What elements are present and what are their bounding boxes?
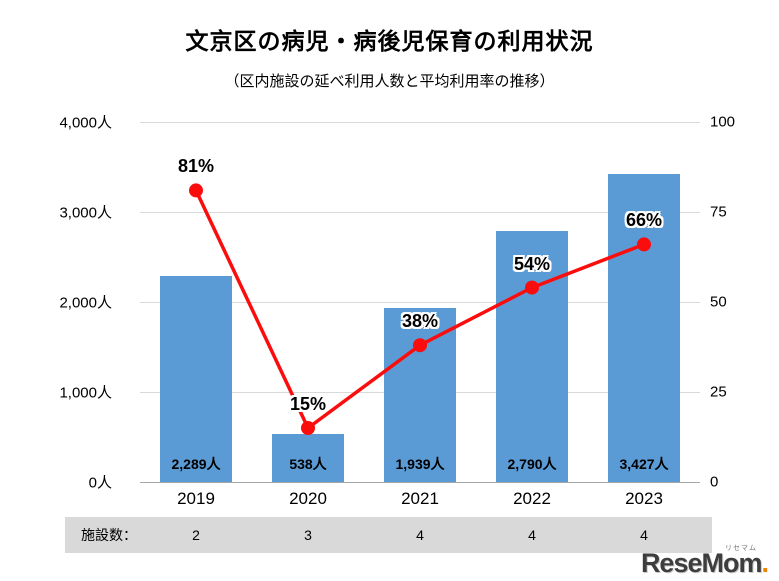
right-axis: 100 75 50 25 0 bbox=[710, 114, 770, 491]
facility-count: 4 bbox=[528, 527, 536, 543]
bar bbox=[496, 230, 568, 482]
left-axis-tick: 3,000人 bbox=[59, 204, 112, 222]
right-axis-tick: 50 bbox=[710, 293, 727, 311]
logo-dot: . bbox=[761, 548, 769, 578]
bar-value-label: 1,939人 bbox=[395, 456, 445, 472]
plot-area: 2,289人 538人 1,939人 2,790人 3,427人 81% 15% 38% 54… bbox=[140, 122, 700, 483]
bar-series bbox=[140, 122, 700, 482]
right-axis-tick: 25 bbox=[710, 383, 727, 401]
line-series bbox=[189, 183, 651, 435]
line-marker bbox=[637, 237, 651, 252]
facility-count: 2 bbox=[192, 527, 200, 543]
logo-furigana: リセマム bbox=[725, 545, 757, 552]
bar-value-label: 3,427人 bbox=[619, 456, 669, 472]
gridline bbox=[140, 302, 700, 303]
facility-count: 4 bbox=[640, 527, 648, 543]
x-axis-label: 2023 bbox=[625, 489, 663, 508]
right-axis-tick: 0 bbox=[710, 473, 719, 491]
resemom-logo: リセマム ReseMom. bbox=[640, 545, 769, 578]
gridline bbox=[140, 482, 700, 483]
chart-title: 文京区の病児・病後児保育の利用状況 bbox=[185, 28, 594, 54]
bar bbox=[384, 307, 456, 482]
right-axis-tick: 75 bbox=[710, 203, 727, 221]
logo-text: ReseMom bbox=[640, 548, 763, 578]
line-labels: 81% 15% 38% 54% 66% bbox=[140, 122, 700, 482]
facility-row: 施設数： 2 3 4 4 4 bbox=[65, 517, 712, 553]
bar-labels: 2,289人 538人 1,939人 2,790人 3,427人 bbox=[140, 122, 700, 482]
line-marker bbox=[301, 421, 315, 435]
chart-subtitle: （区内施設の延べ利用人数と平均利用率の推移） bbox=[224, 73, 555, 90]
facility-values: 2 3 4 4 4 bbox=[140, 517, 700, 553]
facility-count: 4 bbox=[416, 527, 424, 543]
line-point-label: 15% bbox=[289, 394, 327, 414]
line-point-label: 54% bbox=[513, 253, 551, 274]
facility-count: 3 bbox=[304, 527, 312, 543]
bar bbox=[608, 173, 680, 482]
line-marker bbox=[413, 338, 427, 353]
bar bbox=[160, 276, 232, 482]
right-axis-tick: 100 bbox=[710, 113, 736, 131]
x-axis-label: 2019 bbox=[177, 489, 215, 508]
left-axis-tick: 2,000人 bbox=[59, 294, 112, 312]
gridline bbox=[140, 212, 700, 213]
bar-value-label: 538人 bbox=[289, 456, 327, 472]
x-axis-label: 2020 bbox=[289, 489, 327, 508]
line-point-label: 66% bbox=[625, 210, 663, 231]
x-axis-label: 2021 bbox=[401, 489, 439, 508]
line-point-label: 81% bbox=[177, 156, 215, 177]
line-point-label: 38% bbox=[401, 311, 439, 332]
left-axis-tick: 1,000人 bbox=[59, 384, 112, 402]
bar-value-label: 2,289人 bbox=[171, 456, 221, 472]
x-axis: 2019 2020 2021 2022 2023 bbox=[140, 489, 700, 511]
left-axis-tick: 4,000人 bbox=[59, 114, 112, 132]
line-marker bbox=[189, 183, 203, 198]
bar-value-label: 2,790人 bbox=[507, 456, 557, 472]
x-axis-label: 2022 bbox=[513, 489, 551, 508]
left-axis-tick: 0人 bbox=[88, 474, 112, 492]
line-marker bbox=[525, 280, 539, 295]
bar bbox=[272, 433, 344, 482]
left-axis: 4,000人 3,000人 2,000人 1,000人 0人 bbox=[16, 115, 112, 492]
gridline bbox=[140, 122, 700, 123]
facility-label: 施設数： bbox=[81, 527, 137, 543]
